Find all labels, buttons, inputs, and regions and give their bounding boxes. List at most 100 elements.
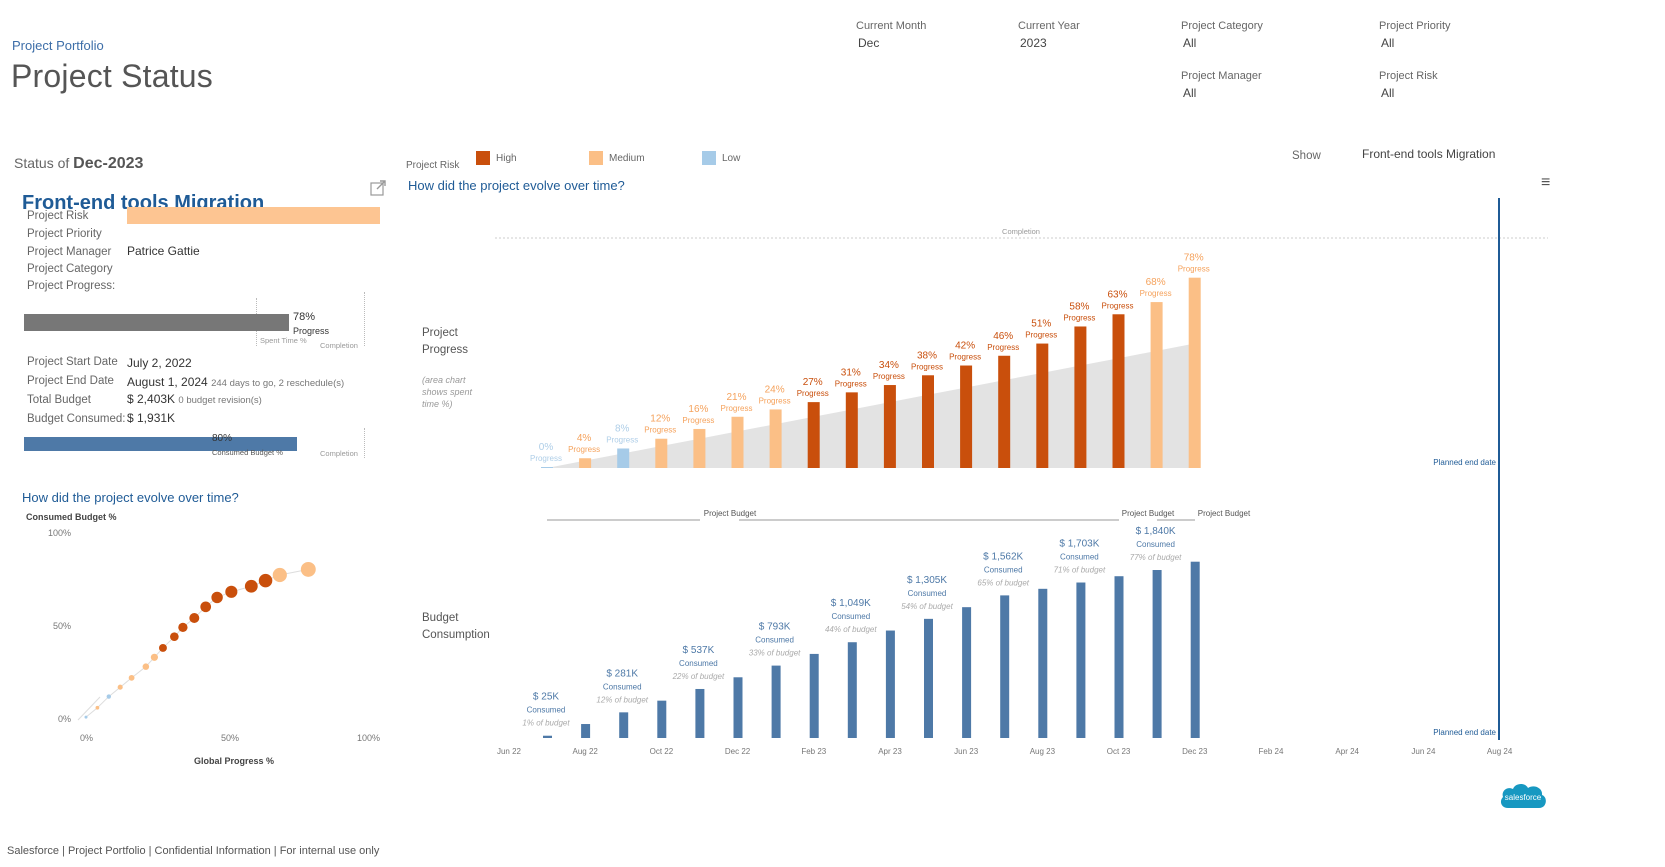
progress-word-label: Progress	[873, 372, 905, 381]
filter-project-risk[interactable]: Project Risk All	[1379, 70, 1438, 100]
x-axis-tick: Dec 23	[1182, 747, 1208, 756]
scatter-chart	[77, 561, 316, 721]
legend-item-medium[interactable]: Medium	[589, 151, 645, 165]
x-axis-tick: Aug 22	[573, 747, 599, 756]
scatter-point	[178, 622, 188, 633]
progress-value-label: 8%	[615, 423, 630, 434]
open-link-icon[interactable]	[370, 180, 386, 196]
filter-value[interactable]: Dec	[858, 36, 880, 50]
progress-value-label: 78%	[1184, 253, 1204, 264]
filter-value[interactable]: 2023	[1020, 36, 1047, 50]
label-risk: Project Risk	[27, 210, 89, 222]
progress-word-label: Progress	[682, 416, 714, 425]
progress-note: (area chart shows spent time %)	[422, 375, 473, 409]
progress-value-label: 0%	[539, 442, 554, 453]
risk-bar	[127, 207, 380, 224]
label-manager: Project Manager	[27, 246, 112, 258]
progress-pct: 78%	[293, 311, 316, 323]
progress-value-label: 63%	[1107, 289, 1127, 300]
legend-title: Project Risk	[406, 160, 460, 171]
progress-word-label: Progress	[568, 445, 600, 454]
breadcrumb[interactable]: Project Portfolio	[12, 38, 104, 53]
budget-bar	[543, 735, 552, 738]
label-consumed: Budget Consumed:	[27, 413, 126, 425]
budget-bar	[809, 653, 819, 738]
progress-word-label: Progress	[987, 343, 1019, 352]
completion-marker	[364, 292, 365, 346]
footer-text: Salesforce | Project Portfolio | Confide…	[7, 845, 380, 857]
legend-swatch-medium	[589, 151, 603, 165]
project-budget-label: Project Budget	[1198, 509, 1251, 518]
budget-bar	[962, 607, 972, 738]
progress-value-label: 51%	[1031, 319, 1051, 330]
consumed-label: Consumed Budget %	[212, 448, 283, 457]
progress-word-label: Progress	[911, 362, 943, 371]
page-title: Project Status	[11, 58, 214, 94]
project-budget-label: Project Budget	[704, 509, 757, 518]
budget-bar	[1000, 595, 1010, 738]
spent-time-label: Spent Time %	[260, 336, 307, 345]
planned-end-label: Planned end date	[1433, 728, 1496, 737]
status-of: Status of Dec-2023	[14, 155, 143, 173]
planned-end-label: Planned end date	[1433, 458, 1496, 467]
filter-value[interactable]: All	[1381, 36, 1395, 50]
progress-value-label: 27%	[803, 377, 823, 388]
scatter-xtick: 100%	[357, 733, 381, 743]
budget-consumed-label: Consumed	[1136, 540, 1175, 549]
budget-consumed-label: Consumed	[603, 682, 642, 691]
filter-value[interactable]: All	[1183, 36, 1197, 50]
menu-icon[interactable]: ≡	[1541, 174, 1551, 191]
progress-value-label: 24%	[765, 384, 785, 395]
progress-value-label: 34%	[879, 360, 899, 371]
progress-bar	[960, 365, 973, 468]
filter-project-priority[interactable]: Project Priority All	[1379, 20, 1451, 50]
budget-bar	[1076, 582, 1086, 738]
filter-value[interactable]: All	[1183, 86, 1197, 100]
filter-current-month[interactable]: Current Month Dec	[856, 20, 926, 50]
filter-label: Project Risk	[1379, 70, 1438, 82]
show-project-select[interactable]: Front-end tools Migration	[1362, 147, 1496, 161]
show-label: Show	[1292, 150, 1321, 162]
scatter-ytick: 0%	[58, 714, 72, 724]
scatter-xtick: 0%	[80, 733, 94, 743]
budget-consumed-label: Consumed	[679, 659, 718, 668]
progress-value-label: 4%	[577, 433, 592, 444]
filter-project-manager[interactable]: Project Manager All	[1181, 70, 1262, 100]
legend-label: High	[496, 152, 517, 164]
progress-value-label: 46%	[993, 331, 1013, 342]
budget-value-label: $ 281K	[606, 668, 638, 679]
progress-value-label: 12%	[650, 414, 670, 425]
filter-current-year[interactable]: Current Year 2023	[1018, 20, 1080, 50]
progress-bar-area: 78% Progress Spent Time % Completion	[24, 292, 365, 350]
start-date: July 2, 2022	[127, 356, 192, 370]
spent-time-area	[547, 343, 1195, 468]
budget-pct-label: 65% of budget	[977, 578, 1029, 587]
legend-item-low[interactable]: Low	[702, 151, 740, 165]
scatter-point	[225, 585, 238, 598]
progress-word-label: Progress	[1101, 301, 1133, 310]
budget-value-label: $ 793K	[759, 622, 791, 633]
budget-consumed-label: Consumed	[831, 612, 870, 621]
x-axis-tick: Feb 24	[1259, 747, 1284, 756]
scatter-ytick: 50%	[53, 621, 72, 631]
scatter-xtick: 50%	[221, 733, 240, 743]
label-progress: Project Progress:	[27, 280, 116, 292]
budget-bar	[581, 724, 591, 738]
budget-value-label: $ 25K	[533, 692, 559, 703]
filter-label: Project Category	[1181, 20, 1263, 32]
scatter-point	[84, 715, 88, 719]
budget-pct-label: 71% of budget	[1054, 566, 1106, 575]
budget-bar	[733, 677, 743, 738]
filter-project-category[interactable]: Project Category All	[1181, 20, 1263, 50]
progress-word-label: Progress	[949, 353, 981, 362]
legend-item-high[interactable]: High	[476, 151, 517, 165]
total-budget-value: $ 2,403K	[127, 392, 176, 406]
progress-bar	[1150, 302, 1163, 468]
legend-label: Low	[722, 152, 741, 164]
filter-value[interactable]: All	[1381, 86, 1395, 100]
end-date-note: 244 days to go, 2 reschedule(s)	[211, 378, 345, 389]
x-axis-tick: Jun 24	[1411, 747, 1436, 756]
progress-word-label: Progress	[644, 426, 676, 435]
budget-consumed-label: Consumed	[527, 706, 566, 715]
progress-bar	[579, 458, 592, 468]
